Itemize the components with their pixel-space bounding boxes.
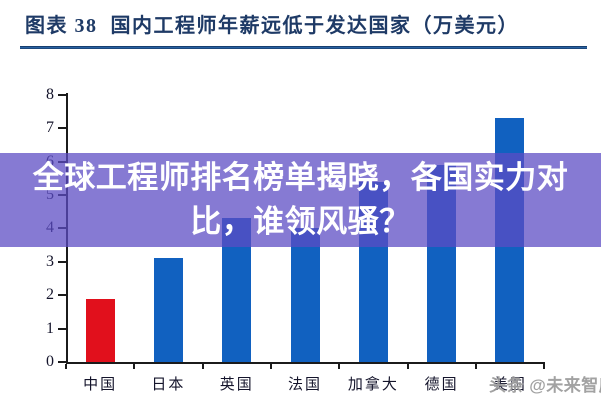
category-label: 加拿大	[347, 377, 399, 393]
bar	[85, 298, 115, 362]
x-tick-mark	[269, 364, 272, 369]
bar	[290, 228, 320, 362]
y-tick-label: 0	[46, 353, 54, 370]
y-tick-mark	[58, 93, 66, 96]
watermark-text: 头条 @未来智库	[489, 376, 601, 395]
y-tick-mark	[58, 260, 66, 263]
headline-line-1: 全球工程师排名榜单揭晓，各国实力对	[32, 160, 569, 195]
x-tick-mark	[65, 364, 67, 369]
category-label: 英国	[219, 377, 254, 393]
y-tick-label: 3	[46, 252, 54, 270]
bar	[153, 258, 183, 362]
category-label: 日本	[151, 377, 186, 393]
y-tick-label: 8	[46, 85, 54, 103]
y-tick-mark	[58, 327, 66, 330]
figure-title: 图表 38 国内工程师年薪远低于发达国家（万美元）	[25, 15, 519, 37]
y-tick-mark	[58, 361, 66, 363]
y-tick-label: 7	[46, 119, 54, 137]
x-tick-mark	[474, 364, 477, 369]
headline-overlay-banner: 全球工程师排名榜单揭晓，各国实力对 比，谁领风骚？	[0, 153, 601, 247]
y-tick-label: 1	[46, 319, 54, 337]
category-label: 法国	[288, 377, 323, 393]
x-tick-mark	[406, 364, 409, 369]
category-label: 德国	[424, 377, 459, 393]
title-underline-rule	[20, 46, 587, 49]
x-tick-mark	[338, 364, 341, 369]
y-tick-mark	[58, 127, 66, 130]
category-label: 美国	[492, 377, 527, 393]
category-label: 中国	[83, 377, 118, 393]
x-tick-mark	[201, 364, 204, 369]
headline-line-2: 比，谁领风骚？	[190, 204, 411, 239]
y-tick-mark	[58, 294, 66, 297]
x-axis-line	[66, 362, 545, 364]
x-tick-mark	[543, 364, 546, 369]
x-tick-mark	[133, 364, 136, 369]
y-tick-label: 2	[46, 286, 54, 304]
